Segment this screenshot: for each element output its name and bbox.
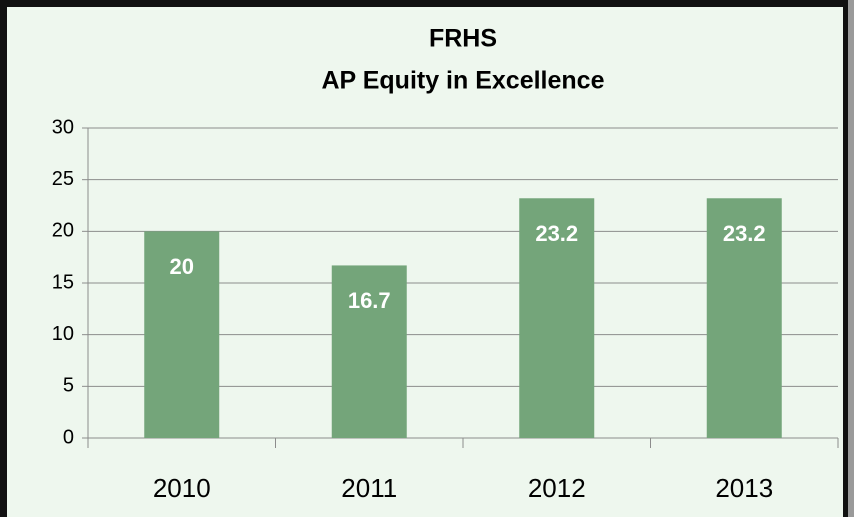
data-label: 23.2 [535,221,578,246]
data-label: 16.7 [348,288,391,313]
x-tick-label: 2010 [153,473,211,503]
x-tick-label: 2011 [341,473,397,503]
data-label: 20 [170,254,194,279]
y-tick-label: 25 [52,168,74,190]
y-tick-label: 10 [52,323,74,345]
y-tick-label: 20 [52,220,74,242]
chart-subtitle: AP Equity in Excellence [322,67,605,95]
y-tick-label: 30 [52,116,74,138]
y-tick-label: 15 [52,271,74,293]
bar [519,198,595,438]
x-tick-label: 2013 [715,473,773,503]
bar [144,231,220,438]
bar [706,198,782,438]
y-tick-label: 0 [63,426,74,448]
data-label: 23.2 [723,221,766,246]
chart-title: FRHS [429,25,497,53]
x-tick-label: 2012 [528,473,586,503]
y-tick-label: 5 [63,375,74,397]
bar [331,265,407,438]
